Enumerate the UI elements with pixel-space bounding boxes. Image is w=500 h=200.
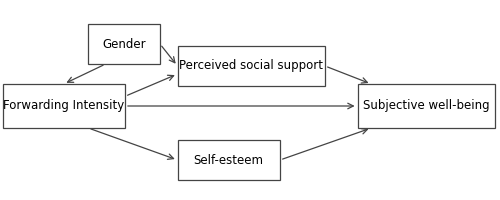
FancyBboxPatch shape xyxy=(2,84,125,128)
FancyBboxPatch shape xyxy=(178,140,280,180)
FancyBboxPatch shape xyxy=(88,24,160,64)
Text: Perceived social support: Perceived social support xyxy=(179,60,323,72)
Text: Subjective well-being: Subjective well-being xyxy=(363,99,490,112)
Text: Gender: Gender xyxy=(102,38,146,50)
Text: Self-esteem: Self-esteem xyxy=(194,154,264,166)
FancyBboxPatch shape xyxy=(358,84,495,128)
Text: Forwarding Intensity: Forwarding Intensity xyxy=(3,99,124,112)
FancyBboxPatch shape xyxy=(178,46,325,86)
